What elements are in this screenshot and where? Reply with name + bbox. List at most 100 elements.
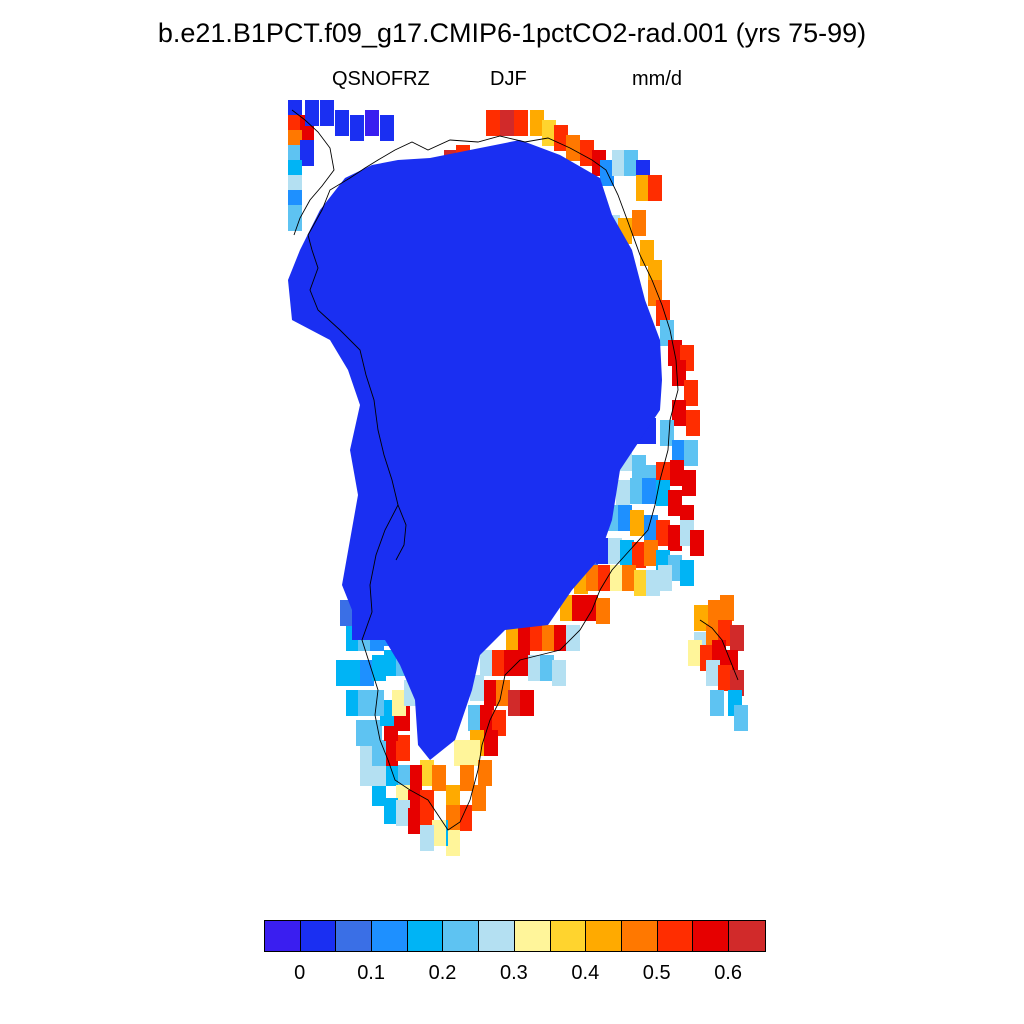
grid-cell bbox=[460, 765, 474, 791]
colorbar-box bbox=[621, 921, 658, 951]
grid-cell bbox=[504, 650, 518, 676]
grid-cell bbox=[350, 115, 364, 141]
colorbar-tick-label: 0.2 bbox=[428, 962, 457, 984]
grid-cell bbox=[572, 595, 586, 621]
grid-cell bbox=[690, 530, 704, 556]
grid-cell bbox=[554, 125, 568, 151]
grid-cell bbox=[486, 110, 500, 136]
grid-cell bbox=[420, 825, 434, 851]
grid-cell bbox=[480, 705, 494, 731]
grid-cell bbox=[618, 505, 632, 531]
colorbar-box bbox=[728, 921, 765, 951]
colorbar-box bbox=[693, 921, 729, 951]
colorbar-tick-label: 0 bbox=[294, 962, 306, 984]
grid-cell bbox=[680, 560, 694, 586]
grid-cell bbox=[684, 380, 698, 406]
grid-cell bbox=[358, 690, 372, 716]
grid-cell bbox=[530, 625, 544, 651]
grid-cell bbox=[648, 175, 662, 201]
grid-cell bbox=[340, 600, 354, 626]
grid-cell bbox=[566, 135, 580, 161]
grid-cell bbox=[566, 625, 580, 651]
colorbar-box bbox=[479, 921, 515, 951]
grid-cell bbox=[622, 565, 636, 591]
grid-cell bbox=[686, 410, 700, 436]
colorbar-box bbox=[372, 921, 408, 951]
colorbar bbox=[264, 920, 766, 952]
grid-cell bbox=[392, 690, 406, 716]
colorbar-box bbox=[550, 921, 587, 951]
grid-cell bbox=[384, 740, 398, 766]
grid-cell bbox=[370, 690, 384, 716]
grid-cell bbox=[554, 625, 568, 651]
grid-cell bbox=[346, 690, 360, 716]
grid-cell bbox=[516, 650, 530, 676]
grid-cell bbox=[432, 765, 446, 791]
grid-cell bbox=[706, 660, 720, 686]
grid-cell bbox=[528, 655, 542, 681]
grid-cell bbox=[300, 140, 314, 166]
grid-cell bbox=[432, 820, 446, 846]
grid-cell bbox=[420, 760, 434, 786]
grid-cell bbox=[668, 525, 682, 551]
grid-cell bbox=[365, 110, 379, 136]
colorbar-tick-label: 0.3 bbox=[499, 962, 528, 984]
variable-label: QSNOFRZ bbox=[332, 68, 430, 90]
grid-cell bbox=[636, 175, 650, 201]
grid-cell bbox=[632, 455, 646, 481]
grid-cell bbox=[596, 598, 610, 624]
grid-cell bbox=[396, 765, 410, 791]
grid-cell bbox=[624, 150, 638, 176]
grid-cell bbox=[708, 600, 722, 626]
grid-cell bbox=[484, 680, 498, 706]
grid-cell bbox=[320, 100, 334, 126]
grid-cell bbox=[530, 110, 544, 136]
grid-cell bbox=[612, 150, 626, 176]
grid-cell bbox=[288, 205, 302, 231]
grid-cell bbox=[694, 605, 708, 631]
grid-cell bbox=[632, 210, 646, 236]
ice-sheet-polygon bbox=[288, 140, 662, 760]
grid-cell bbox=[446, 785, 460, 811]
colorbar-tick-label: 0.6 bbox=[714, 962, 742, 984]
grid-cell bbox=[372, 780, 386, 806]
grid-cell bbox=[466, 740, 480, 766]
grid-cell bbox=[518, 625, 532, 651]
grid-cell bbox=[734, 705, 748, 731]
grid-cell bbox=[646, 570, 660, 596]
grid-cell bbox=[644, 515, 658, 541]
grid-cell bbox=[644, 540, 658, 566]
grid-cell bbox=[682, 470, 696, 496]
coastline bbox=[291, 109, 739, 831]
grid-cell bbox=[500, 110, 514, 136]
grid-cell bbox=[630, 510, 644, 536]
grid-cell bbox=[472, 785, 486, 811]
coastline-iceland-edge bbox=[699, 619, 739, 681]
grid-cell bbox=[508, 690, 522, 716]
grid-cell bbox=[542, 625, 556, 651]
colorbar-box bbox=[514, 921, 551, 951]
grid-cell bbox=[672, 400, 686, 426]
grid-cell bbox=[730, 625, 744, 651]
ice-sheet-interior bbox=[288, 140, 662, 760]
grid-cell bbox=[368, 720, 382, 746]
grid-cell bbox=[360, 660, 374, 686]
colorbar-box bbox=[657, 921, 694, 951]
grid-cell bbox=[712, 640, 726, 666]
grid-cell bbox=[408, 808, 422, 834]
grid-cell bbox=[454, 740, 468, 766]
grid-cell bbox=[610, 565, 624, 591]
grid-cell bbox=[514, 110, 528, 136]
colorbar-tick-label: 0.1 bbox=[357, 962, 385, 984]
grid-cell bbox=[586, 565, 600, 591]
season-label: DJF bbox=[490, 68, 527, 90]
grid-cell bbox=[648, 280, 662, 306]
grid-cell bbox=[720, 595, 734, 621]
colorbar-box bbox=[300, 921, 337, 951]
grid-cell bbox=[380, 115, 394, 141]
grid-cell bbox=[396, 800, 410, 826]
grid-cell bbox=[580, 140, 594, 166]
grid-cell bbox=[372, 655, 386, 681]
grid-cell bbox=[336, 660, 350, 686]
grid-cell bbox=[656, 480, 670, 506]
